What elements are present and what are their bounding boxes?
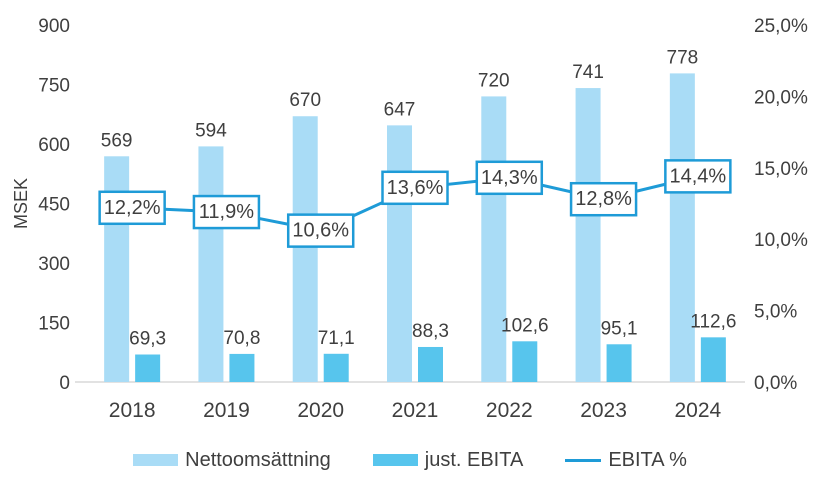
legend-item-just-ebita: just. EBITA [372, 448, 524, 472]
line-label-box-2023 [569, 181, 638, 217]
left-axis-tick-label: 0 [59, 373, 70, 394]
line-label-2024: 14,4% [669, 165, 726, 187]
line-label-2021: 13,6% [387, 177, 444, 199]
legend-label-ebita-pct: EBITA % [608, 448, 687, 471]
x-axis-label-2023: 2023 [580, 399, 627, 422]
bar-value-label-just-ebita: 102,6 [501, 315, 549, 336]
line-label-box-2018 [98, 190, 166, 226]
x-axis-label-2024: 2024 [674, 399, 721, 422]
chart-legend: Nettoomsättning just. EBITA EBITA % [0, 444, 820, 476]
x-axis-label-2021: 2021 [392, 399, 439, 422]
bar-nettoomsattning-2024 [669, 73, 695, 382]
bar-value-label-nettoomsattning: 741 [572, 62, 604, 83]
ebita-line-swatch-icon [565, 458, 602, 462]
left-axis-tick-label: 450 [38, 195, 70, 216]
legend-label-nettoomsattning: Nettoomsättning [185, 448, 331, 471]
bar-just-ebita-2023 [606, 344, 632, 382]
x-axis-label-2022: 2022 [486, 399, 533, 422]
left-axis-tick-label: 600 [38, 135, 70, 156]
bar-nettoomsattning-2021 [387, 125, 412, 383]
line-label-box-2020 [286, 213, 355, 248]
bar-just-ebita-2021 [418, 346, 443, 382]
bar-value-label-nettoomsattning: 670 [289, 90, 321, 111]
bar-value-label-just-ebita: 88,3 [412, 321, 449, 342]
bar-just-ebita-2019 [229, 353, 255, 382]
right-axis-tick-label: 20,0% [754, 87, 808, 108]
left-axis-title: MSEK [11, 178, 31, 229]
bar-value-label-nettoomsattning: 720 [478, 70, 510, 91]
right-axis-tick-label: 5,0% [754, 302, 797, 323]
bar-nettoomsattning-2023 [575, 88, 601, 382]
chart-canvas: 0 150 300 450 600 750 900 MSEK 0,0% 5,0% 10,0% 15,0… [11, 16, 808, 422]
bar-nettoomsattning-2018 [104, 156, 130, 382]
line-label-2018: 12,2% [104, 197, 161, 219]
left-axis-tick-label: 150 [38, 314, 70, 335]
legend-label-just-ebita: just. EBITA [424, 448, 524, 471]
bar-value-label-just-ebita: 71,1 [318, 328, 355, 349]
x-axis-label-2020: 2020 [297, 399, 344, 422]
x-axis-label-2018: 2018 [109, 399, 156, 422]
left-axis-tick-label: 750 [38, 76, 70, 97]
bar-value-label-nettoomsattning: 778 [667, 47, 699, 68]
line-label-box-2019 [192, 194, 261, 230]
bar-nettoomsattning-2022 [481, 96, 507, 383]
right-axis-tick-label: 10,0% [754, 230, 808, 251]
x-axis-label-2019: 2019 [203, 399, 250, 422]
line-label-2019: 11,9% [199, 201, 254, 223]
bar-nettoomsattning-2019 [198, 146, 224, 382]
bar-value-label-nettoomsattning: 569 [101, 130, 133, 151]
line-label-box-2024 [664, 159, 732, 194]
bar-value-label-just-ebita: 70,8 [223, 328, 260, 349]
bar-value-label-just-ebita: 112,6 [690, 311, 736, 332]
nettoomsattning-swatch-icon [133, 454, 179, 466]
line-label-2023: 12,8% [575, 188, 632, 210]
line-label-2020: 10,6% [292, 220, 349, 242]
line-label-box-2022 [475, 160, 544, 196]
bar-nettoomsattning-2020 [292, 116, 318, 382]
line-label-2022: 14,3% [481, 167, 538, 189]
right-axis-tick-label: 15,0% [754, 159, 808, 180]
right-axis-tick-label: 25,0% [754, 16, 808, 37]
left-axis-tick-label: 900 [38, 16, 70, 37]
bar-value-label-just-ebita: 95,1 [601, 318, 638, 339]
right-axis-tick-label: 0,0% [754, 373, 797, 394]
bar-just-ebita-2022 [512, 341, 538, 382]
legend-item-ebita-pct: EBITA % [565, 449, 687, 472]
legend-item-nettoomsattning: Nettoomsättning [133, 449, 331, 472]
bar-value-label-just-ebita: 69,3 [129, 329, 166, 350]
just-ebita-swatch-icon [372, 454, 418, 466]
bar-value-label-nettoomsattning: 647 [384, 99, 416, 120]
left-axis-tick-label: 300 [38, 254, 70, 275]
bar-just-ebita-2024 [700, 337, 726, 382]
bar-just-ebita-2018 [135, 354, 161, 382]
bar-just-ebita-2020 [323, 353, 349, 382]
bar-value-label-nettoomsattning: 594 [195, 120, 227, 141]
line-label-box-2021 [381, 170, 449, 206]
